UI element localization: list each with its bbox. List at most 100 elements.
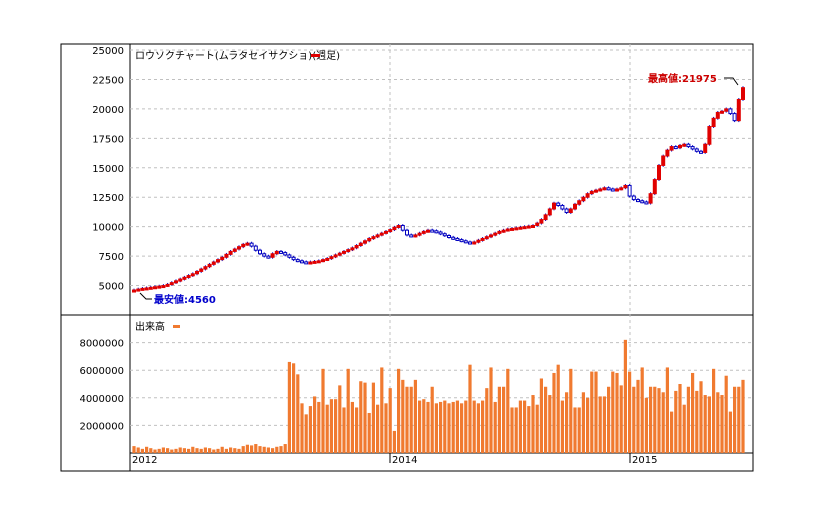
volume-bar	[203, 447, 207, 453]
volume-bar	[472, 400, 476, 453]
candle-body	[678, 144, 682, 149]
candle-body	[451, 236, 456, 240]
volume-bar	[716, 392, 720, 453]
candle-body	[220, 256, 225, 261]
candle-body	[333, 254, 338, 258]
volume-bar	[724, 375, 728, 453]
volume-bar	[199, 448, 203, 453]
volume-bar	[455, 400, 459, 453]
volume-bar	[707, 396, 711, 453]
volume-bar	[544, 386, 548, 453]
volume-bar	[623, 339, 627, 453]
volume-bar	[170, 449, 174, 453]
volume-bar	[292, 363, 296, 453]
volume-bar	[607, 386, 611, 453]
candlestick-series	[132, 86, 745, 293]
volume-bar	[384, 403, 388, 453]
volume-bar	[489, 367, 493, 453]
volume-bar	[586, 397, 590, 453]
volume-bar	[686, 386, 690, 453]
volume-bar	[145, 446, 149, 453]
candle-body	[430, 229, 435, 233]
candle-body	[283, 252, 288, 256]
candle-body	[447, 235, 451, 238]
candle-body	[211, 261, 216, 265]
volume-bar	[367, 412, 371, 453]
volume-bar	[590, 371, 594, 453]
candle-body	[581, 196, 586, 202]
candle-body	[228, 250, 233, 255]
candle-body	[715, 111, 720, 119]
volume-bar	[224, 448, 228, 453]
volume-bar	[674, 390, 678, 453]
candle-body	[274, 250, 279, 255]
candle-body	[711, 117, 716, 128]
volume-bar	[691, 372, 695, 453]
volume-bar	[556, 364, 560, 453]
candle-body	[132, 289, 136, 293]
volume-bar	[434, 403, 438, 453]
volume-bar	[502, 386, 506, 453]
candle-body	[732, 113, 737, 122]
volume-bar	[619, 385, 623, 453]
candle-body	[707, 126, 712, 145]
volume-bar	[287, 361, 291, 453]
candle-body	[724, 108, 729, 112]
volume-bar	[371, 382, 375, 453]
volume-bar	[283, 444, 287, 453]
volume-bar	[397, 368, 401, 453]
candle-body	[375, 234, 380, 238]
candle-body	[682, 143, 687, 147]
candle-body	[564, 208, 569, 214]
volume-bar	[258, 446, 262, 453]
candle-body	[539, 219, 544, 224]
volume-bar	[392, 430, 396, 453]
candle-body	[178, 278, 183, 282]
volume-bar	[161, 447, 165, 453]
candle-body	[241, 243, 246, 248]
volume-bar	[439, 401, 443, 453]
candle-body	[640, 200, 645, 204]
candle-body	[316, 260, 321, 264]
volume-bar	[493, 401, 497, 453]
price-legend-label: ロウソクチャート(ムラタセイサクショ)(週足)	[135, 50, 340, 62]
candle-body	[358, 242, 363, 247]
low-pointer	[139, 292, 152, 300]
candle-body	[644, 201, 649, 205]
candle-body	[417, 232, 422, 236]
volume-bar	[321, 368, 325, 453]
candle-body	[598, 188, 603, 192]
volume-bar	[733, 386, 737, 453]
volume-bar	[640, 367, 644, 453]
candle-body	[161, 285, 166, 289]
volume-bar	[342, 407, 346, 453]
candle-body	[312, 260, 317, 264]
volume-tick-label: 6000000	[79, 366, 124, 377]
volume-bar	[518, 400, 522, 453]
candle-body	[409, 234, 414, 238]
volume-bar	[346, 368, 350, 453]
candle-body	[165, 283, 170, 287]
candle-body	[602, 187, 607, 191]
volume-bar	[250, 445, 254, 453]
candle-body	[426, 229, 430, 233]
candle-body	[573, 203, 577, 210]
volume-bar	[245, 444, 249, 453]
candle-body	[350, 247, 355, 251]
price-tick-label: 15000	[92, 164, 124, 175]
candle-body	[438, 231, 443, 235]
volume-bar	[174, 448, 178, 453]
candle-body	[619, 187, 624, 191]
volume-bar	[653, 386, 657, 453]
candle-body	[547, 208, 552, 216]
volume-legend-label: 出来高	[135, 320, 165, 333]
candle-body	[669, 146, 674, 151]
volume-y-axis: 2000000 4000000 6000000 8000000	[79, 339, 124, 433]
low-label: 最安値:4560	[154, 293, 216, 306]
volume-bar	[565, 392, 569, 453]
candle-body	[396, 224, 401, 228]
candle-body	[287, 254, 292, 258]
candle-body	[207, 263, 212, 268]
volume-bar	[376, 404, 380, 453]
high-pointer	[724, 77, 739, 86]
